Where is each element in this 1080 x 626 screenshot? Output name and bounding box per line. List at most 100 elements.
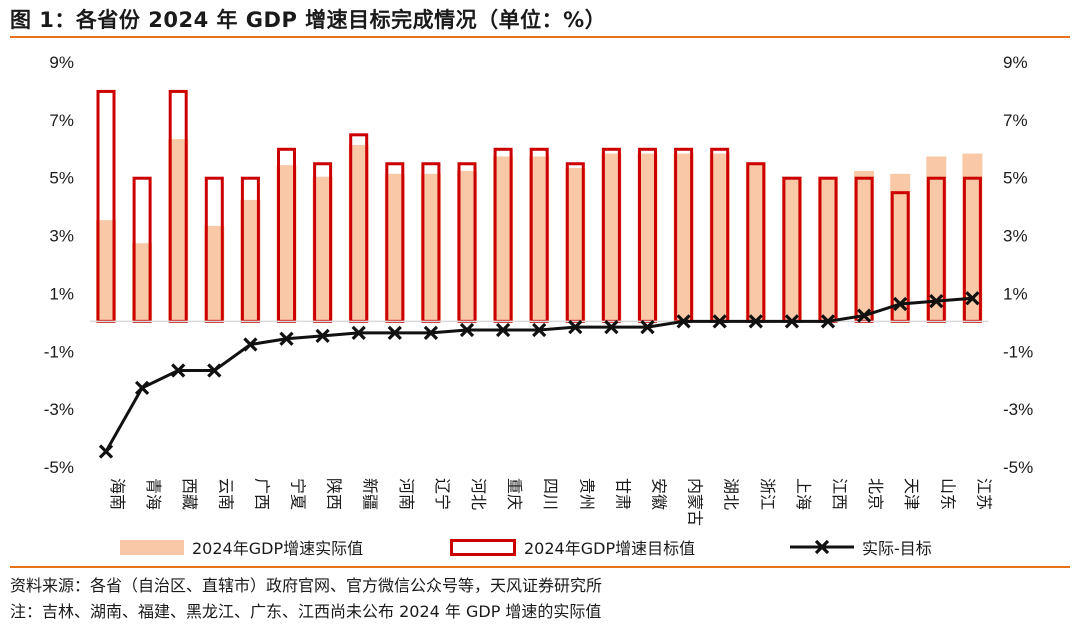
y-left-tick: 7% <box>49 111 74 130</box>
actual-bar-海南 <box>96 220 116 322</box>
y-right-tick: 1% <box>1003 284 1028 303</box>
y-right-tick: -5% <box>1003 458 1033 477</box>
diff-point-青海 <box>134 380 150 396</box>
title-divider <box>10 36 1070 38</box>
diff-point-湖北 <box>712 314 727 329</box>
actual-bar-江苏 <box>962 153 983 322</box>
chart-title: 图 1：各省份 2024 年 GDP 增速目标完成情况（单位：%） <box>10 8 607 32</box>
legend-target-label: 2024年GDP增速目标值 <box>524 539 696 558</box>
actual-bar-浙江 <box>745 162 766 322</box>
actual-bar-广西 <box>240 199 261 322</box>
x-tick-label: 江苏 <box>974 478 993 510</box>
y-axis-left: 9% 7% 5% 3% 1% -1% -3% -5% <box>44 53 74 477</box>
diff-point-内蒙古 <box>676 314 691 329</box>
y-left-tick: 9% <box>49 53 74 72</box>
actual-bar-重庆 <box>493 156 514 322</box>
y-right-tick: 9% <box>1003 53 1028 72</box>
diff-point-河南 <box>387 325 402 341</box>
legend-target-swatch <box>450 538 516 556</box>
x-tick-label: 辽宁 <box>433 478 452 510</box>
actual-bar-江西 <box>818 176 838 322</box>
y-left-tick: -5% <box>44 458 74 477</box>
x-tick-label: 重庆 <box>505 478 524 510</box>
actual-bar-四川 <box>529 156 550 322</box>
diff-point-北京 <box>856 308 872 323</box>
x-tick-label: 宁夏 <box>289 478 308 510</box>
x-tick-label: 贵州 <box>577 478 596 510</box>
diff-point-浙江 <box>748 314 763 329</box>
diff-point-山东 <box>929 293 944 309</box>
source-note: 资料来源：各省（自治区、直辖市）政府官网、官方微信公众号等，天风证券研究所 <box>10 576 603 595</box>
x-axis-labels: 海南 青海 西藏 云南 广西 宁夏 陕西 新疆 河南 辽宁 河北 重庆 四川 贵州 甘肃 安徽 内蒙古 湖北 浙江上… <box>108 478 993 526</box>
x-tick-label: 河北 <box>469 478 488 510</box>
actual-bar-上海 <box>781 176 802 322</box>
footnote: 注：吉林、湖南、福建、黑龙江、广东、江西尚未公布 2024 年 GDP 增速的实… <box>10 602 602 621</box>
diff-point-新疆 <box>351 325 366 341</box>
diff-point-河北 <box>459 322 475 338</box>
actual-bar-云南 <box>204 225 225 322</box>
y-left-tick: -1% <box>44 342 74 361</box>
actual-bar-陕西 <box>312 176 333 322</box>
actual-bar-贵州 <box>565 168 586 322</box>
y-right-tick: 5% <box>1003 169 1028 188</box>
actual-bar-新疆 <box>348 144 369 322</box>
y-left-tick: 5% <box>49 169 74 188</box>
diff-point-海南 <box>98 444 114 459</box>
actual-bar-西藏 <box>168 139 189 322</box>
x-tick-label: 内蒙古 <box>686 478 705 526</box>
legend-diff: 实际-目标 <box>790 536 932 558</box>
actual-bar-湖北 <box>709 153 730 322</box>
diff-point-云南 <box>207 363 222 378</box>
actual-bar-甘肃 <box>601 153 622 322</box>
legend-target: 2024年GDP增速目标值 <box>450 536 695 558</box>
y-axis-right: 9% 7% 5% 3% 1% -1% -3% -5% <box>1003 53 1033 477</box>
actual-bar-宁夏 <box>276 165 297 322</box>
x-tick-label: 广西 <box>252 478 271 510</box>
actual-bar-北京 <box>854 170 875 322</box>
y-right-tick: -3% <box>1003 400 1033 419</box>
actual-bar-山东 <box>926 156 947 322</box>
diff-point-宁夏 <box>279 331 294 346</box>
y-right-tick: 7% <box>1003 111 1028 130</box>
y-left-tick: 3% <box>49 227 74 246</box>
x-tick-label: 海南 <box>108 478 127 510</box>
diff-point-江苏 <box>965 291 980 306</box>
x-tick-label: 北京 <box>866 478 885 510</box>
x-tick-label: 浙江 <box>758 478 777 510</box>
x-tick-label: 湖北 <box>722 478 741 510</box>
diff-point-贵州 <box>568 320 583 335</box>
x-tick-label: 云南 <box>216 478 235 510</box>
diff-point-四川 <box>532 322 547 338</box>
x-tick-label: 青海 <box>144 478 163 510</box>
diff-point-辽宁 <box>423 325 439 341</box>
x-tick-label: 西藏 <box>180 478 199 510</box>
diff-point-陕西 <box>315 328 330 343</box>
actual-bar-河北 <box>457 170 477 322</box>
x-tick-label: 安徽 <box>650 478 669 510</box>
legend-diff-label: 实际-目标 <box>862 539 932 558</box>
y-left-tick: 1% <box>49 284 74 303</box>
actual-bar-天津 <box>890 173 911 322</box>
legend-actual: 2024年GDP增速实际值 <box>120 536 363 558</box>
x-tick-label: 甘肃 <box>613 478 632 510</box>
x-tick-label: 河南 <box>397 478 416 510</box>
diff-point-安徽 <box>640 320 655 335</box>
x-tick-label: 山东 <box>938 478 957 510</box>
x-tick-label: 新疆 <box>361 478 380 510</box>
gdp-chart: 9%7%5%3%1%-1%-3%-5% 9%7%5%3%1%-1%-3%-5% … <box>44 53 1033 526</box>
x-tick-label: 上海 <box>794 478 813 510</box>
y-right-tick: 3% <box>1003 227 1028 246</box>
diff-point-上海 <box>784 314 800 329</box>
diff-point-重庆 <box>495 322 511 338</box>
diff-point-甘肃 <box>604 320 619 335</box>
x-tick-label: 陕西 <box>325 478 344 510</box>
y-left-tick: -3% <box>44 400 74 419</box>
diff-point-广西 <box>243 337 258 352</box>
legend-actual-label: 2024年GDP增速实际值 <box>192 539 364 558</box>
diff-point-天津 <box>893 296 908 312</box>
footer-divider <box>10 566 1070 568</box>
actual-bar-河南 <box>384 173 405 322</box>
x-tick-label: 天津 <box>902 478 921 510</box>
actual-bar-青海 <box>132 243 153 322</box>
diff-point-江西 <box>820 314 836 329</box>
